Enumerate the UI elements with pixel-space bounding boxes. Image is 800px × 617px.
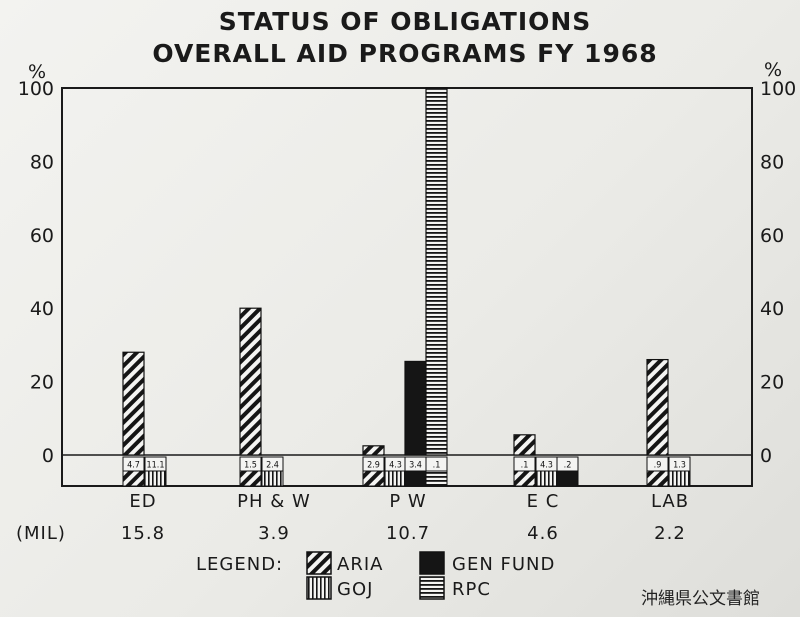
archive-label: 沖縄県公文書館 bbox=[641, 589, 760, 609]
amount-label: 11.1 bbox=[146, 461, 164, 471]
legend-swatch-gen-fund bbox=[419, 551, 445, 575]
chart-title-line-1: STATUS OF OBLIGATIONS bbox=[219, 7, 592, 36]
bar-strip-goj bbox=[144, 470, 167, 487]
legend-item-gen-fund: GEN FUND bbox=[419, 551, 555, 575]
y-tick-right: 80 bbox=[760, 151, 784, 173]
bar-strip-aria bbox=[513, 470, 536, 487]
category-total: 15.8 bbox=[121, 523, 165, 544]
y-tick-left: 80 bbox=[30, 151, 54, 173]
bar-strip-goj bbox=[384, 470, 407, 487]
category-total: 10.7 bbox=[386, 523, 430, 544]
bar-strip-aria bbox=[239, 470, 262, 487]
chart-title-line-2: OVERALL AID PROGRAMS FY 1968 bbox=[152, 39, 657, 68]
bar-aria bbox=[122, 351, 145, 456]
amount-label-box bbox=[362, 456, 385, 472]
category-total: 2.2 bbox=[654, 523, 686, 544]
legend-label-aria: ARIA bbox=[337, 554, 383, 575]
bar-strip-rpc bbox=[425, 470, 448, 487]
totals-unit-label: (MIL) bbox=[16, 523, 66, 544]
legend-label-goj: GOJ bbox=[337, 579, 373, 600]
amount-label-box bbox=[513, 456, 536, 472]
category-label: PH & W bbox=[237, 491, 311, 512]
bar-strip-goj bbox=[535, 470, 558, 487]
amount-label: .1 bbox=[433, 461, 441, 471]
legend-swatch-aria bbox=[306, 551, 332, 575]
amount-label-box bbox=[144, 456, 167, 472]
legend-title: LEGEND: bbox=[196, 554, 283, 575]
amount-label-box bbox=[668, 456, 691, 472]
amount-label: .9 bbox=[654, 461, 662, 471]
amount-label: 1.5 bbox=[244, 461, 257, 471]
category-label: P W bbox=[389, 491, 426, 512]
bar-strip-goj bbox=[668, 470, 691, 487]
y-tick-left: 20 bbox=[30, 372, 54, 394]
y-tick-left: 60 bbox=[30, 225, 54, 247]
y-tick-left: 0 bbox=[42, 445, 54, 467]
amount-label-box bbox=[261, 456, 284, 472]
bar-strip-gen-fund bbox=[556, 470, 579, 487]
amount-label: 4.3 bbox=[389, 461, 402, 471]
bar-strip-aria bbox=[362, 470, 385, 487]
amount-label-box bbox=[556, 456, 579, 472]
amount-label-box bbox=[122, 456, 145, 472]
bar-aria bbox=[513, 434, 536, 456]
amount-label: .2 bbox=[564, 461, 572, 471]
amount-label: 4.3 bbox=[540, 461, 553, 471]
category-label: E C bbox=[527, 491, 560, 512]
amount-label: 3.4 bbox=[409, 461, 422, 471]
legend-swatch-rpc bbox=[419, 576, 445, 600]
amount-label-box bbox=[646, 456, 669, 472]
y-tick-right: 100 bbox=[760, 78, 796, 100]
bar-aria bbox=[362, 445, 385, 456]
bar-rpc bbox=[425, 87, 448, 456]
y-tick-left: 40 bbox=[30, 298, 54, 320]
y-axis-left-unit: % bbox=[28, 61, 46, 83]
category-total: 3.9 bbox=[258, 523, 290, 544]
y-tick-right: 0 bbox=[760, 445, 772, 467]
legend-label-gen-fund: GEN FUND bbox=[452, 554, 555, 575]
amount-label: 2.4 bbox=[266, 461, 279, 471]
bar-strip-aria bbox=[646, 470, 669, 487]
bar-strip-goj bbox=[261, 470, 284, 487]
y-tick-right: 40 bbox=[760, 298, 784, 320]
amount-label: 1.3 bbox=[673, 461, 686, 471]
bar-aria bbox=[646, 358, 669, 456]
category-total: 4.6 bbox=[527, 523, 559, 544]
bar-strip-gen-fund bbox=[404, 470, 427, 487]
amount-label: 4.7 bbox=[127, 461, 140, 471]
bar-strip-aria bbox=[122, 470, 145, 487]
amount-label-box bbox=[239, 456, 262, 472]
amount-label-box bbox=[425, 456, 448, 472]
legend-item-goj: GOJ bbox=[306, 576, 373, 600]
legend-item-rpc: RPC bbox=[419, 576, 491, 600]
y-axis-right-unit: % bbox=[764, 59, 782, 81]
legend-swatch-goj bbox=[306, 576, 332, 600]
amount-label: 2.9 bbox=[367, 461, 380, 471]
amount-label: .1 bbox=[521, 461, 529, 471]
y-tick-right: 20 bbox=[760, 372, 784, 394]
bar-gen-fund bbox=[404, 360, 427, 456]
category-label: LAB bbox=[651, 491, 689, 512]
bar-aria bbox=[239, 307, 262, 456]
legend-label-rpc: RPC bbox=[452, 579, 491, 600]
y-tick-left: 100 bbox=[18, 78, 54, 100]
legend-item-aria: ARIA bbox=[306, 551, 383, 575]
category-label: ED bbox=[129, 491, 156, 512]
y-tick-right: 60 bbox=[760, 225, 784, 247]
